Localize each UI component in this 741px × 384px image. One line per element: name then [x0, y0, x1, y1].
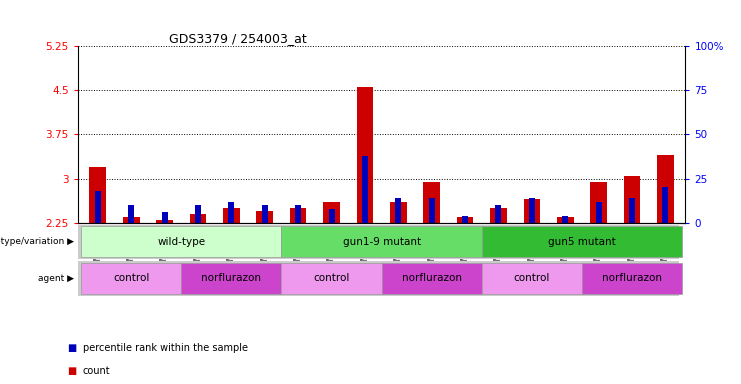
Bar: [429, 198, 435, 223]
Bar: [482, 263, 582, 294]
Bar: [382, 263, 482, 294]
Bar: [462, 216, 468, 223]
Text: norflurazon: norflurazon: [602, 273, 662, 283]
Bar: [82, 263, 182, 294]
Bar: [123, 217, 139, 223]
Bar: [82, 227, 282, 258]
Bar: [256, 211, 273, 223]
Bar: [282, 263, 382, 294]
Bar: [496, 205, 502, 223]
Bar: [490, 208, 507, 223]
Bar: [356, 87, 373, 223]
Bar: [262, 205, 268, 223]
Bar: [282, 227, 482, 258]
Text: wild-type: wild-type: [157, 237, 205, 247]
Bar: [290, 208, 307, 223]
Text: gun5 mutant: gun5 mutant: [548, 237, 616, 247]
Text: norflurazon: norflurazon: [202, 273, 262, 283]
Bar: [362, 156, 368, 223]
Bar: [190, 214, 206, 223]
Bar: [591, 182, 607, 223]
Text: agent ▶: agent ▶: [38, 274, 74, 283]
Bar: [423, 182, 440, 223]
Text: control: control: [313, 273, 350, 283]
Text: genotype/variation ▶: genotype/variation ▶: [0, 237, 74, 247]
Bar: [582, 263, 682, 294]
Bar: [295, 205, 301, 223]
Bar: [328, 209, 334, 223]
Text: count: count: [83, 366, 110, 376]
Text: ■: ■: [67, 343, 76, 353]
Bar: [557, 217, 574, 223]
Bar: [95, 191, 101, 223]
Bar: [156, 220, 173, 223]
Bar: [482, 227, 682, 258]
Bar: [523, 199, 540, 223]
Bar: [629, 198, 635, 223]
Bar: [228, 202, 234, 223]
Text: ■: ■: [67, 366, 76, 376]
Bar: [624, 175, 640, 223]
Bar: [390, 202, 407, 223]
Bar: [456, 217, 473, 223]
Text: gun1-9 mutant: gun1-9 mutant: [342, 237, 421, 247]
Text: GDS3379 / 254003_at: GDS3379 / 254003_at: [169, 32, 307, 45]
Bar: [223, 208, 240, 223]
Bar: [128, 205, 134, 223]
Bar: [182, 263, 282, 294]
Text: control: control: [113, 273, 150, 283]
Bar: [395, 198, 402, 223]
Bar: [562, 216, 568, 223]
Text: control: control: [514, 273, 550, 283]
Bar: [596, 202, 602, 223]
Bar: [162, 212, 167, 223]
Bar: [195, 205, 201, 223]
Bar: [323, 202, 340, 223]
Bar: [529, 198, 535, 223]
Text: percentile rank within the sample: percentile rank within the sample: [83, 343, 248, 353]
Bar: [662, 187, 668, 223]
Text: norflurazon: norflurazon: [402, 273, 462, 283]
Bar: [90, 167, 106, 223]
Bar: [657, 155, 674, 223]
